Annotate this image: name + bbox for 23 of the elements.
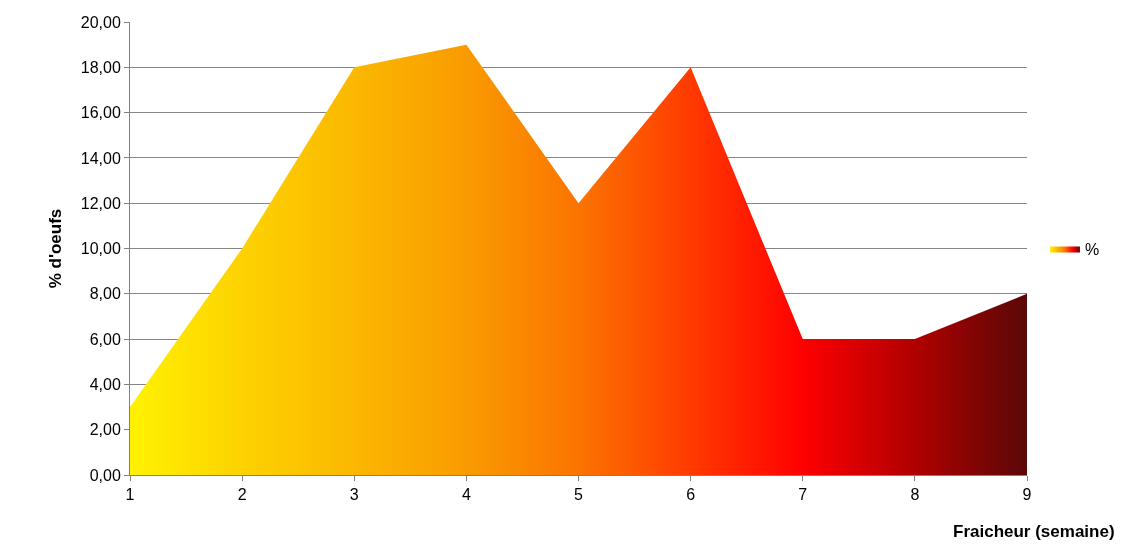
y-tick-label: 18,00	[80, 58, 121, 76]
x-axis-title: Fraicheur (semaine)	[953, 522, 1115, 541]
x-tick-label: 2	[237, 486, 247, 504]
y-tick-label: 4,00	[89, 376, 121, 393]
y-tick-label: 0,00	[89, 466, 121, 484]
x-tick-label: 5	[574, 486, 584, 504]
x-tick-label: 4	[461, 486, 471, 504]
y-tick-label: 6,00	[89, 330, 121, 348]
x-tick-label: 1	[125, 486, 135, 504]
x-tick-label: 7	[798, 486, 808, 504]
y-tick-label: 14,00	[80, 149, 121, 167]
y-tick-label: 8,00	[89, 285, 121, 303]
y-tick-label: 16,00	[80, 104, 121, 122]
y-tick-label: 2,00	[89, 421, 121, 439]
x-tick-label: 8	[910, 486, 920, 504]
y-axis-title: % d'oeufs	[46, 208, 66, 289]
legend-label: %	[1084, 240, 1100, 258]
y-tick-label: 10,00	[80, 240, 121, 258]
y-tick-label: 12,00	[80, 194, 121, 212]
x-tick-label: 3	[349, 486, 359, 504]
x-tick-label: 9	[1022, 486, 1032, 504]
y-tick-label: 20,00	[80, 13, 121, 31]
x-tick-label: 6	[686, 486, 696, 504]
